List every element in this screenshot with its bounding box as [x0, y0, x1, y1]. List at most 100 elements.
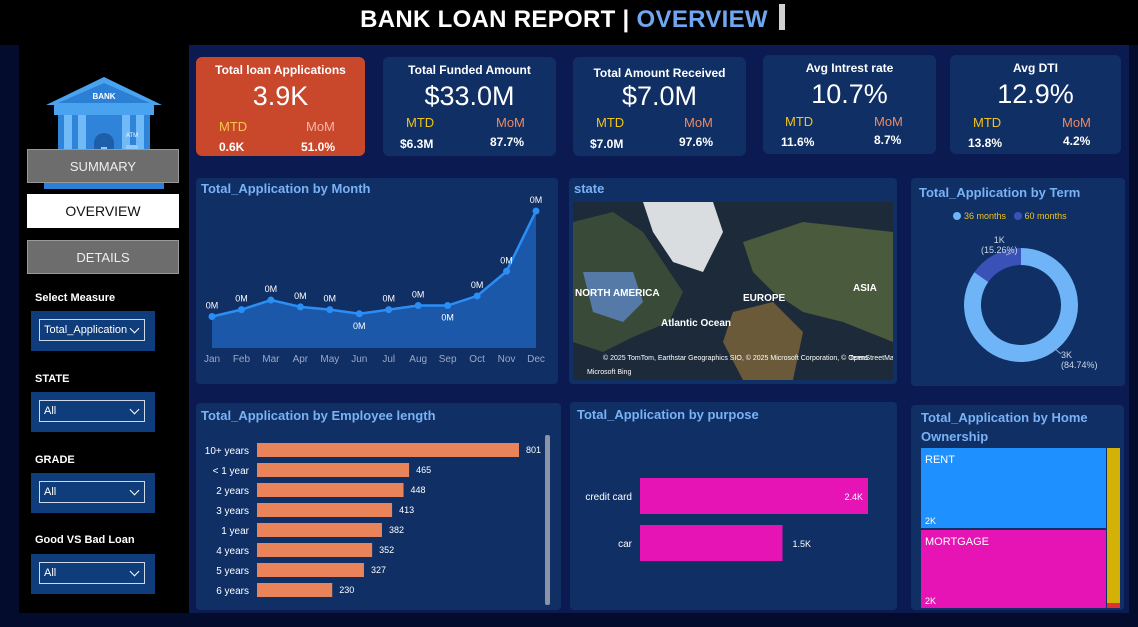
- kpi-mom-label: MoM: [874, 114, 903, 129]
- text-cursor: [779, 4, 785, 30]
- good-bad-dropdown[interactable]: All: [31, 554, 155, 594]
- data-point[interactable]: [296, 303, 304, 311]
- value-label: 352: [379, 545, 394, 555]
- data-point[interactable]: [267, 296, 275, 304]
- data-point[interactable]: [208, 312, 216, 320]
- data-label: 0M: [382, 294, 395, 304]
- kpi-value: 3.9K: [252, 81, 309, 111]
- purpose-panel[interactable]: Total_Application by purpose credit card…: [570, 402, 897, 610]
- kpi-mtd-value: 13.8%: [968, 136, 1003, 150]
- category-label: 6 years: [216, 586, 249, 597]
- home-ownership-title: Total_Application by Home Ownership: [921, 410, 1088, 444]
- kpi-mom-value: 8.7%: [874, 133, 902, 147]
- monthly-chart-panel[interactable]: Total_Application by Month 0M Jan 0M Feb 0M M…: [196, 178, 558, 384]
- monthly-chart-title: Total_Application by Month: [201, 181, 371, 196]
- data-label: 0M: [265, 284, 278, 294]
- main-area: Total loan Applications 3.9K MTD MoM 0.6…: [189, 45, 1129, 613]
- data-label: 0M: [206, 300, 219, 310]
- kpi-total-funded-amount[interactable]: Total Funded Amount $33.0M MTD MoM $6.3M…: [383, 57, 556, 156]
- state-map-panel[interactable]: state NORTH AMERICA EUROPE ASIA Atlantic…: [569, 178, 897, 384]
- term-label-60: 1K (15.26%): [981, 235, 1018, 255]
- home-ownership-panel[interactable]: Total_Application by Home Ownership RENT…: [911, 405, 1124, 610]
- summary-button[interactable]: SUMMARY: [27, 149, 179, 183]
- legend-dot-36: [953, 212, 961, 220]
- kpi-value: 12.9%: [997, 79, 1074, 109]
- scrollbar[interactable]: [545, 435, 550, 605]
- good-bad-value: All: [44, 567, 57, 579]
- treemap-rent[interactable]: RENT 2K: [921, 448, 1106, 528]
- kpi-mtd-label: MTD: [406, 115, 435, 130]
- overview-button[interactable]: OVERVIEW: [27, 194, 179, 228]
- data-point[interactable]: [385, 306, 393, 314]
- kpi-mtd-label: MTD: [973, 115, 1002, 130]
- donut-slice-36-months[interactable]: [964, 248, 1078, 362]
- data-point[interactable]: [414, 302, 422, 310]
- measure-dropdown[interactable]: Total_Application: [31, 311, 155, 351]
- x-tick-label: Aug: [409, 354, 427, 365]
- treemap-other[interactable]: [1107, 603, 1120, 608]
- value-label: 1.5K: [793, 539, 812, 549]
- data-label: 0M: [412, 290, 425, 300]
- treemap-mortgage[interactable]: MORTGAGE 2K: [921, 530, 1106, 608]
- term-label-36: 3K (84.74%): [1061, 350, 1098, 370]
- bar[interactable]: [640, 478, 868, 514]
- kpi-total-loan-applications[interactable]: Total loan Applications 3.9K MTD MoM 0.6…: [196, 57, 365, 156]
- treemap-own[interactable]: [1107, 448, 1120, 603]
- chevron-down-icon: [129, 323, 140, 334]
- grade-dropdown[interactable]: All: [31, 473, 155, 513]
- legend-dot-60: [1013, 212, 1022, 220]
- grade-label: GRADE: [35, 454, 75, 466]
- bar[interactable]: [257, 523, 382, 537]
- bar[interactable]: [257, 583, 333, 597]
- details-button[interactable]: DETAILS: [27, 240, 179, 274]
- kpi-mom-label: MoM: [684, 115, 713, 130]
- map-label-ocean: Atlantic Ocean: [661, 318, 731, 329]
- bar[interactable]: [257, 543, 373, 557]
- world-map[interactable]: NORTH AMERICA EUROPE ASIA Atlantic Ocean…: [573, 202, 893, 380]
- state-dropdown[interactable]: All: [31, 392, 155, 432]
- bar[interactable]: [257, 503, 393, 517]
- bar[interactable]: [257, 563, 364, 577]
- term-chart-panel[interactable]: Total_Application by Term 36 months 60 m…: [911, 178, 1125, 386]
- value-label: 382: [389, 525, 404, 535]
- map-label-europe: EUROPE: [743, 293, 786, 304]
- value-label: 327: [371, 565, 386, 575]
- x-tick-label: Mar: [262, 354, 280, 365]
- data-label: 0M: [471, 280, 484, 290]
- data-point[interactable]: [532, 207, 540, 215]
- kpi-mtd-value: $7.0M: [590, 137, 624, 151]
- bar[interactable]: [257, 463, 410, 477]
- data-point[interactable]: [237, 306, 245, 314]
- bank-logo-text: BANK: [92, 92, 115, 101]
- map-terms-link[interactable]: Terms: [849, 355, 869, 362]
- bar[interactable]: [257, 443, 519, 457]
- kpi-value: 10.7%: [811, 79, 888, 109]
- kpi-avg-dti[interactable]: Avg DTI 12.9% MTD MoM 13.8% 4.2%: [950, 55, 1121, 154]
- data-point[interactable]: [473, 292, 481, 300]
- x-tick-label: Feb: [233, 354, 251, 365]
- data-label: 0M: [235, 294, 248, 304]
- data-point[interactable]: [503, 267, 511, 275]
- legend-60-label: 60 months: [1024, 211, 1067, 221]
- bar[interactable]: [640, 525, 783, 561]
- purpose-title: Total_Application by purpose: [577, 407, 759, 422]
- title-bar: [0, 0, 1138, 45]
- kpi-mom-label: MoM: [1062, 115, 1091, 130]
- value-label: 465: [416, 465, 431, 475]
- category-label: < 1 year: [213, 466, 250, 477]
- chevron-down-icon: [129, 485, 140, 496]
- x-tick-label: Jan: [204, 354, 220, 365]
- kpi-total-amount-received[interactable]: Total Amount Received $7.0M MTD MoM $7.0…: [573, 57, 746, 156]
- donut-slice-60-months[interactable]: [974, 248, 1021, 283]
- data-point[interactable]: [444, 302, 452, 310]
- employee-length-panel[interactable]: Total_Application by Employee length 10+…: [196, 403, 561, 610]
- bar[interactable]: [257, 483, 404, 497]
- map-title: state: [574, 181, 605, 196]
- category-label: 4 years: [216, 546, 249, 557]
- data-point[interactable]: [355, 310, 363, 318]
- treemap-rent-value: 2K: [925, 516, 937, 526]
- kpi-mtd-label: MTD: [785, 114, 814, 129]
- kpi-value: $7.0M: [621, 81, 698, 111]
- data-point[interactable]: [326, 306, 334, 314]
- kpi-avg-interest-rate[interactable]: Avg Intrest rate 10.7% MTD MoM 11.6% 8.7…: [763, 55, 936, 154]
